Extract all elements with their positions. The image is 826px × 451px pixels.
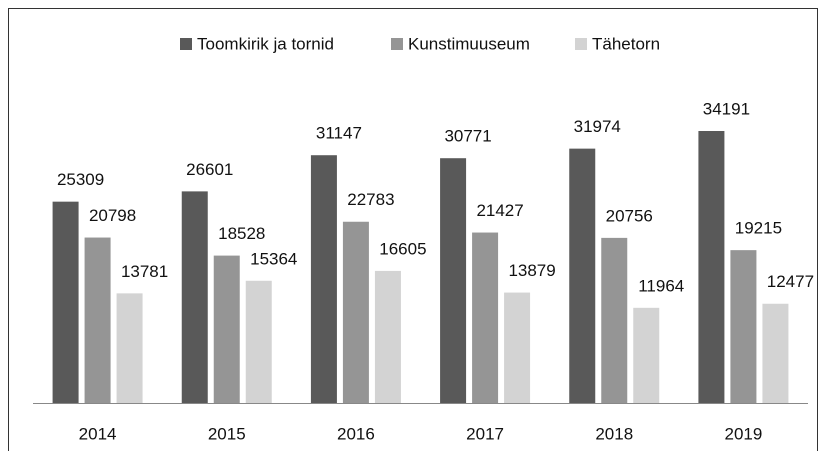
legend-label: Kunstimuuseum bbox=[408, 34, 530, 53]
value-label: 19215 bbox=[735, 219, 782, 238]
value-label: 16605 bbox=[379, 239, 426, 258]
legend-swatch bbox=[575, 38, 587, 50]
bar bbox=[116, 293, 143, 403]
legend-label: Tähetorn bbox=[592, 34, 660, 53]
value-label: 12477 bbox=[767, 272, 814, 291]
legend-swatch bbox=[180, 38, 192, 50]
value-label: 15364 bbox=[250, 249, 297, 268]
bar bbox=[374, 270, 401, 403]
bar bbox=[762, 303, 789, 403]
bar bbox=[472, 232, 499, 403]
value-label: 11964 bbox=[638, 276, 684, 295]
value-label: 22783 bbox=[347, 190, 394, 209]
bar bbox=[633, 307, 660, 403]
value-label: 13879 bbox=[508, 261, 555, 280]
value-label: 34191 bbox=[703, 99, 750, 118]
value-label: 25309 bbox=[57, 170, 104, 189]
x-tick-label: 2014 bbox=[79, 424, 117, 443]
value-label: 20798 bbox=[89, 206, 136, 225]
bar bbox=[440, 158, 467, 403]
legend-label: Toomkirik ja tornid bbox=[197, 34, 334, 53]
bar bbox=[601, 237, 628, 403]
x-tick-label: 2018 bbox=[595, 424, 633, 443]
x-tick-label: 2019 bbox=[725, 424, 763, 443]
value-label: 31974 bbox=[574, 117, 621, 136]
value-label: 18528 bbox=[218, 224, 265, 243]
value-label: 20756 bbox=[606, 206, 653, 225]
bar bbox=[181, 191, 208, 403]
x-tick-label: 2015 bbox=[208, 424, 246, 443]
bar bbox=[52, 201, 79, 403]
value-label: 21427 bbox=[476, 201, 523, 220]
bar bbox=[504, 292, 531, 403]
bar bbox=[84, 237, 111, 403]
value-label: 31147 bbox=[316, 124, 362, 143]
chart-frame bbox=[8, 8, 818, 451]
value-label: 30771 bbox=[444, 127, 491, 146]
legend-swatch bbox=[391, 38, 403, 50]
bar bbox=[730, 250, 757, 403]
x-tick-label: 2016 bbox=[337, 424, 375, 443]
bar bbox=[310, 155, 337, 403]
value-label: 26601 bbox=[186, 160, 233, 179]
bar bbox=[342, 221, 369, 403]
value-label: 13781 bbox=[121, 262, 168, 281]
bar bbox=[569, 148, 596, 403]
bar bbox=[698, 131, 725, 403]
bar bbox=[245, 280, 272, 403]
bar bbox=[213, 255, 240, 403]
x-tick-label: 2017 bbox=[466, 424, 504, 443]
